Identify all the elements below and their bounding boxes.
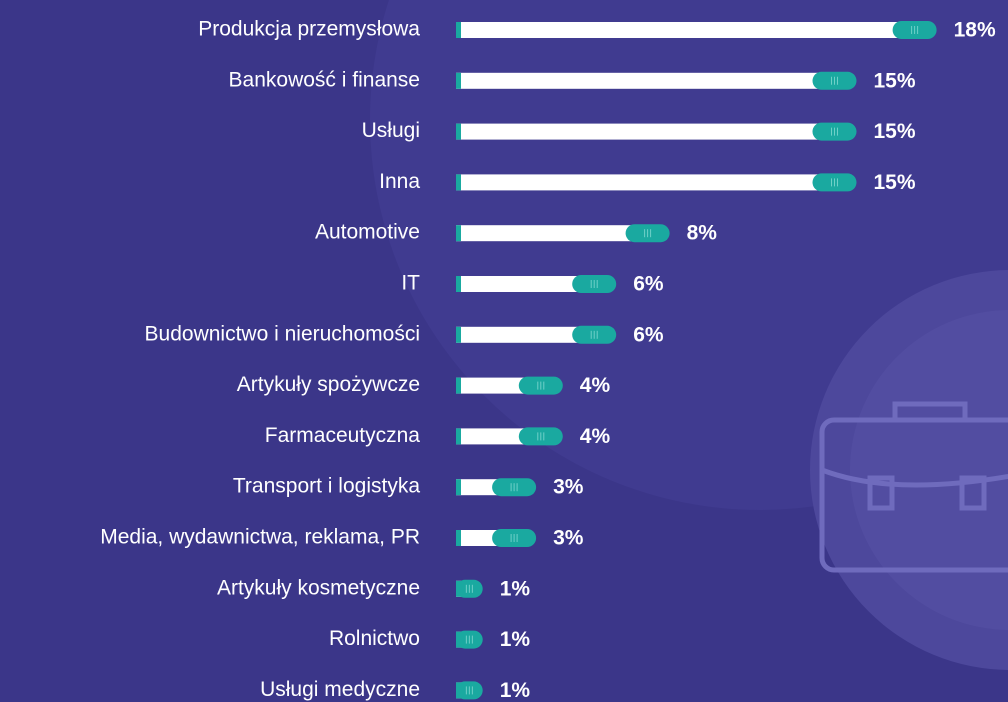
category-label: Usługi medyczne — [260, 678, 420, 701]
bar — [456, 377, 541, 394]
category-label: Usługi — [362, 119, 420, 142]
category-label: Transport i logistyka — [233, 475, 420, 498]
bar-start — [456, 530, 461, 546]
value-label: 8% — [687, 222, 718, 245]
bar — [456, 22, 915, 38]
category-label: Artykuły kosmetyczne — [217, 576, 420, 599]
bar-start — [456, 225, 461, 242]
category-label: Inna — [379, 170, 420, 193]
bar-start — [456, 22, 461, 38]
category-label: Automotive — [315, 221, 420, 244]
value-label: 6% — [633, 323, 664, 346]
value-label: 15% — [874, 171, 916, 194]
category-label: Bankowość i finanse — [229, 68, 420, 91]
bar — [456, 72, 835, 89]
value-label: 4% — [580, 425, 611, 448]
value-label: 3% — [553, 527, 584, 550]
bar — [456, 276, 595, 292]
value-label: 1% — [500, 679, 531, 702]
bar — [456, 174, 835, 191]
value-label: 18% — [954, 19, 996, 42]
bar — [456, 123, 835, 140]
bar-start — [456, 377, 461, 394]
category-label: Artykuły spożywcze — [237, 373, 420, 396]
category-label: Media, wydawnictwa, reklama, PR — [100, 526, 420, 549]
bar — [456, 225, 648, 242]
value-label: 1% — [500, 628, 531, 651]
category-label: Rolnictwo — [329, 627, 420, 650]
value-label: 1% — [500, 577, 531, 600]
category-label: Farmaceutyczna — [265, 424, 421, 447]
value-label: 3% — [553, 476, 584, 499]
bar-start — [456, 72, 461, 89]
value-label: 6% — [633, 273, 664, 296]
bar-start — [456, 276, 461, 292]
bar-start — [456, 326, 461, 343]
category-label: Budownictwo i nieruchomości — [145, 322, 420, 345]
value-label: 15% — [874, 69, 916, 92]
bar-start — [456, 174, 461, 191]
bar-start — [456, 123, 461, 140]
bar — [456, 326, 595, 343]
category-label: Produkcja przemysłowa — [198, 18, 420, 41]
value-label: 15% — [874, 120, 916, 143]
bar-start — [456, 428, 461, 445]
category-label: IT — [401, 272, 420, 295]
value-label: 4% — [580, 374, 611, 397]
bar — [456, 428, 541, 445]
bar-start — [456, 479, 461, 496]
